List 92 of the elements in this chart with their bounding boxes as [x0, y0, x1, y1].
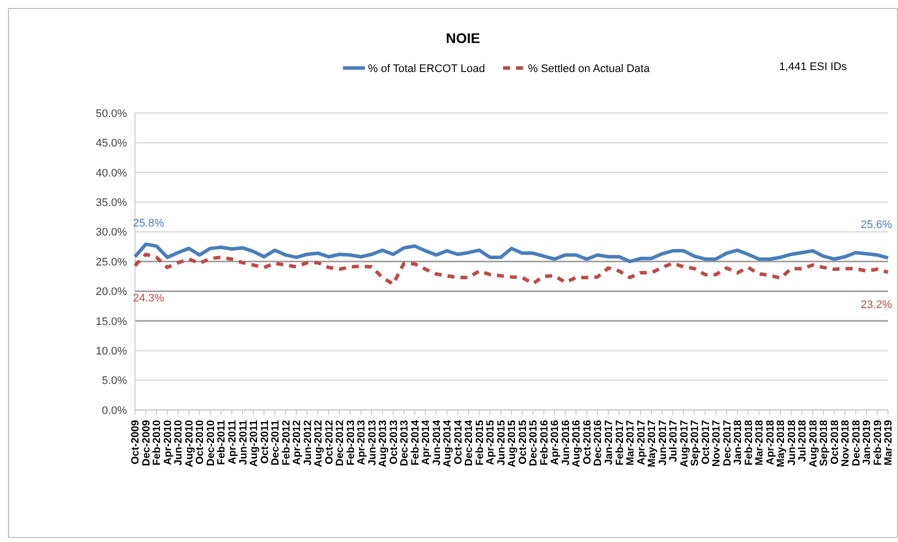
legend-label: % Settled on Actual Data	[528, 62, 651, 75]
x-tick-label: Dec-2010	[204, 420, 217, 466]
y-tick-label: 40.0%	[96, 167, 128, 180]
line-series	[133, 242, 890, 264]
x-tick-label: Aug-2014	[442, 420, 454, 468]
x-tick-label: Feb-2016	[538, 420, 550, 466]
x-tick-label: Jun-2014	[430, 420, 443, 466]
y-tick-label: 25.0%	[96, 256, 128, 268]
line-series	[133, 252, 890, 286]
x-tick-label: Feb-2015	[474, 420, 486, 466]
x-tick-label: Sep-2017	[689, 420, 702, 466]
y-tick-label: 0.0%	[102, 404, 128, 417]
x-tick-label: Jan-2018	[732, 420, 744, 465]
x-tick-label: Jun-2012	[302, 420, 314, 466]
x-tick-label: Nov-2017	[710, 420, 723, 467]
x-tick-label: Aug-2010	[183, 420, 196, 468]
y-tick-label: 30.0%	[96, 226, 128, 239]
x-tick-label: Dec-2011	[270, 420, 282, 466]
x-tick-label: Jul-2018	[796, 420, 809, 462]
x-tick-label: Oct-2015	[516, 420, 529, 464]
x-tick-label: Apr-2011	[226, 420, 238, 464]
x-tick-label: Feb-2014	[409, 420, 422, 466]
x-tick-label: Apr-2014	[420, 420, 432, 465]
text: 1,441 ESI IDs	[779, 60, 848, 73]
x-tick-label: Dec-2009	[140, 420, 152, 466]
y-tick-label: 20.0%	[96, 286, 128, 298]
x-tick-label: Aug-2015	[506, 420, 518, 468]
x-tick-label: Apr-2010	[162, 420, 174, 465]
annotation: 24.3%	[133, 292, 164, 305]
x-tick-label: Feb-2019	[872, 420, 884, 466]
annotation: 25.6%	[860, 218, 892, 231]
annotation: 25.8%	[133, 218, 164, 230]
x-tick-label: Dec-2012	[334, 420, 346, 466]
x-tick-label: Apr-2012	[291, 420, 304, 465]
y-tick-label: 15.0%	[96, 316, 128, 328]
x-tick-label: May-2017	[646, 420, 658, 468]
x-tick-label: Oct-2013	[388, 420, 400, 464]
x-tick-label: Feb-2017	[614, 420, 626, 466]
x-tick-label: Apr-2013	[356, 420, 368, 465]
x-tick-label: Feb-2012	[280, 420, 292, 466]
x-tick-label: Jun-2016	[560, 420, 572, 466]
x-tick-label: Aug-2016	[570, 420, 583, 468]
x-tick-label: Oct-2017	[700, 420, 712, 464]
x-tick-label: Mar-2017	[624, 420, 637, 466]
x-tick-label: Jun-2015	[495, 420, 508, 466]
x-tick-label: Oct-2016	[581, 420, 594, 464]
x-tick-label: Jun-2010	[172, 420, 185, 466]
x-tick-label: Feb-2013	[344, 420, 357, 466]
y-tick-label: 5.0%	[102, 375, 128, 388]
x-tick-label: Apr-2015	[484, 420, 497, 465]
x-tick-label: Apr-2017	[635, 420, 648, 465]
legend-label: % of Total ERCOT Load	[368, 62, 485, 75]
x-tick-label: Dec-2018	[850, 420, 862, 466]
y-tick-label: 35.0%	[96, 196, 128, 209]
x-tick-label: Dec-2014	[463, 420, 476, 466]
x-tick-label: Feb-2018	[742, 420, 755, 466]
x-tick-label: Mar-2018	[754, 420, 766, 466]
x-tick-label: Nov-2018	[840, 420, 852, 467]
x-tick-label: Oct-2010	[194, 420, 206, 464]
x-tick-label: Oct-2009	[130, 420, 142, 464]
x-tick-label: Dec-2016	[592, 420, 604, 466]
chart-title: NOIE	[446, 30, 480, 46]
x-tick-label: Oct-2014	[452, 420, 464, 464]
x-tick-label: Aug-2017	[678, 420, 690, 468]
x-tick-label: Aug-2018	[807, 420, 820, 468]
x-tick-label: Dec-2015	[528, 420, 540, 466]
x-tick-label: Jun-2011	[237, 420, 250, 465]
x-tick-label: Oct-2011	[258, 420, 271, 464]
x-tick-label: Jun-2017	[656, 420, 669, 466]
x-tick-label: Aug-2012	[312, 420, 325, 468]
x-tick-label: Jan-2017	[602, 420, 615, 465]
x-tick-label: Aug-2013	[377, 420, 390, 468]
x-tick-label: Apr-2016	[549, 420, 562, 465]
x-tick-label: Dec-2017	[721, 420, 734, 466]
y-tick-label: 10.0%	[96, 345, 128, 358]
x-tick-label: Jun-2013	[366, 420, 378, 466]
x-tick-label: Apr-2018	[764, 420, 776, 465]
y-tick-label: 45.0%	[96, 138, 128, 150]
x-tick-label: Mar-2019	[882, 420, 895, 466]
x-tick-label: May-2018	[775, 420, 788, 468]
x-tick-label: Aug-2011	[248, 420, 260, 467]
annotation: 23.2%	[860, 299, 892, 312]
x-tick-label: Jul-2017	[668, 420, 680, 462]
x-tick-label: Dec-2013	[398, 420, 411, 466]
x-tick-label: Oct-2018	[828, 420, 841, 464]
y-tick-label: 50.0%	[96, 108, 128, 120]
x-tick-label: Jan-2019	[861, 420, 874, 465]
x-tick-label: Feb-2010	[151, 420, 164, 466]
x-tick-label: Feb-2011	[216, 420, 228, 465]
x-tick-label: Oct-2012	[323, 420, 336, 464]
x-tick-label: Sep-2018	[818, 420, 830, 466]
x-tick-label: Jun-2018	[786, 420, 798, 466]
